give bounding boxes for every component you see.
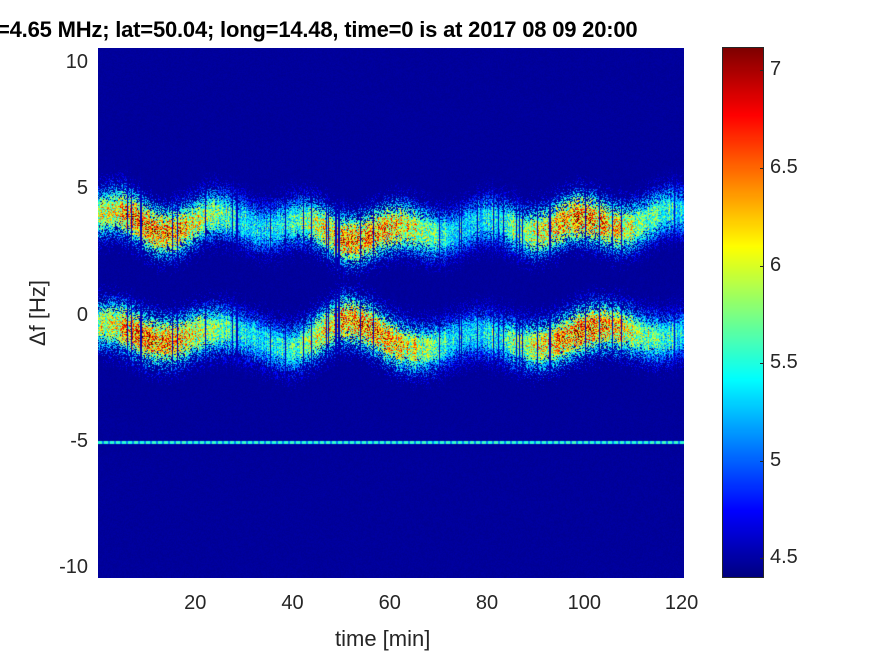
colorbar-tick-label: 6	[770, 253, 782, 276]
x-tick-label: 60	[378, 592, 401, 614]
y-tick-label: 10	[65, 51, 88, 74]
colorbar-tick-mark	[760, 70, 764, 72]
y-tick-label: 0	[76, 303, 88, 326]
colorbar	[722, 47, 764, 578]
colorbar-tick-label: 7	[770, 58, 782, 81]
colorbar-tick-mark	[760, 460, 764, 462]
colorbar-tick-label: 5.5	[770, 351, 798, 374]
chart-title: =4.65 MHz; lat=50.04; long=14.48, time=0…	[0, 17, 638, 42]
plot-area	[98, 48, 684, 578]
colorbar-tick-mark	[760, 363, 764, 365]
x-tick-label: 80	[475, 592, 499, 614]
colorbar-tick-label: 4.5	[770, 546, 798, 569]
x-tick-label: 100	[567, 592, 601, 614]
colorbar-tick-mark	[760, 168, 764, 170]
colorbar-tick-mark	[760, 265, 764, 267]
x-tick-label: 120	[664, 592, 699, 614]
spectrogram-heatmap	[98, 48, 684, 578]
x-axis-label: time [min]	[335, 626, 431, 651]
x-tick-label: 40	[281, 592, 304, 614]
y-tick-label: 5	[76, 177, 88, 200]
y-tick-label: -10	[59, 555, 88, 578]
colorbar-tick-label: 5	[770, 448, 782, 471]
y-tick-label: -5	[70, 429, 88, 452]
x-tick-label: 20	[184, 592, 207, 614]
colorbar-tick-mark	[760, 558, 764, 560]
colorbar-tick-label: 6.5	[770, 156, 798, 179]
